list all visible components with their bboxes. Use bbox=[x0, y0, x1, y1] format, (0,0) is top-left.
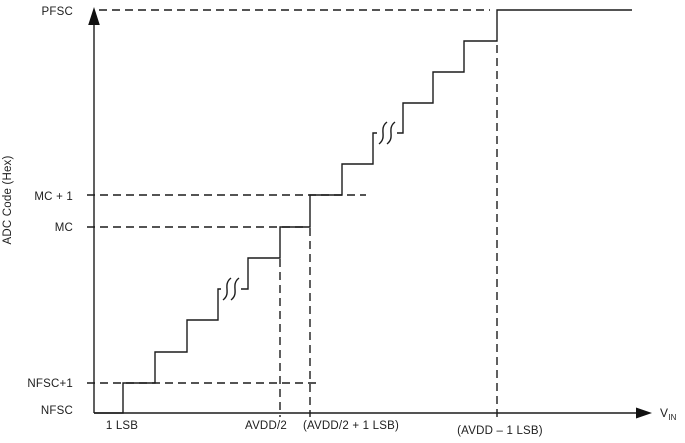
x-axis-arrow-icon bbox=[636, 407, 652, 419]
y-label-pfsc: PFSC bbox=[42, 6, 73, 18]
axis-break-icon bbox=[378, 121, 396, 145]
y-label-nfsc: NFSC bbox=[41, 405, 73, 417]
y-label-mc: MC bbox=[55, 222, 73, 234]
y-axis-labels: PFSC MC + 1 MC NFSC+1 NFSC ADC Code (Hex… bbox=[2, 6, 73, 417]
x-label-avdd-half-plus-1lsb: (AVDD/2 + 1 LSB) bbox=[303, 420, 399, 432]
y-axis-title: ADC Code (Hex) bbox=[2, 155, 14, 244]
y-label-nfsc-plus-1: NFSC+1 bbox=[27, 378, 73, 390]
x-axis-title-main: V bbox=[660, 406, 668, 420]
staircase-path bbox=[94, 9, 632, 414]
x-axis-title: VIN bbox=[660, 406, 677, 422]
dashed-guides-horizontal bbox=[87, 9, 490, 384]
x-label-avdd-minus-1lsb: (AVDD – 1 LSB) bbox=[457, 425, 543, 437]
y-axis-arrow-icon bbox=[88, 7, 100, 25]
x-axis-labels: 1 LSB AVDD/2 (AVDD/2 + 1 LSB) (AVDD – 1 … bbox=[106, 406, 677, 437]
axes bbox=[88, 7, 652, 419]
x-label-1lsb: 1 LSB bbox=[106, 420, 138, 432]
x-label-avdd-half: AVDD/2 bbox=[245, 420, 287, 432]
y-label-mc-plus-1: MC + 1 bbox=[34, 191, 73, 203]
staircase-curve bbox=[94, 9, 632, 414]
axis-break-icon bbox=[222, 277, 240, 301]
dashed-guides-vertical bbox=[279, 45, 498, 417]
x-axis-title-sub: IN bbox=[668, 413, 676, 422]
